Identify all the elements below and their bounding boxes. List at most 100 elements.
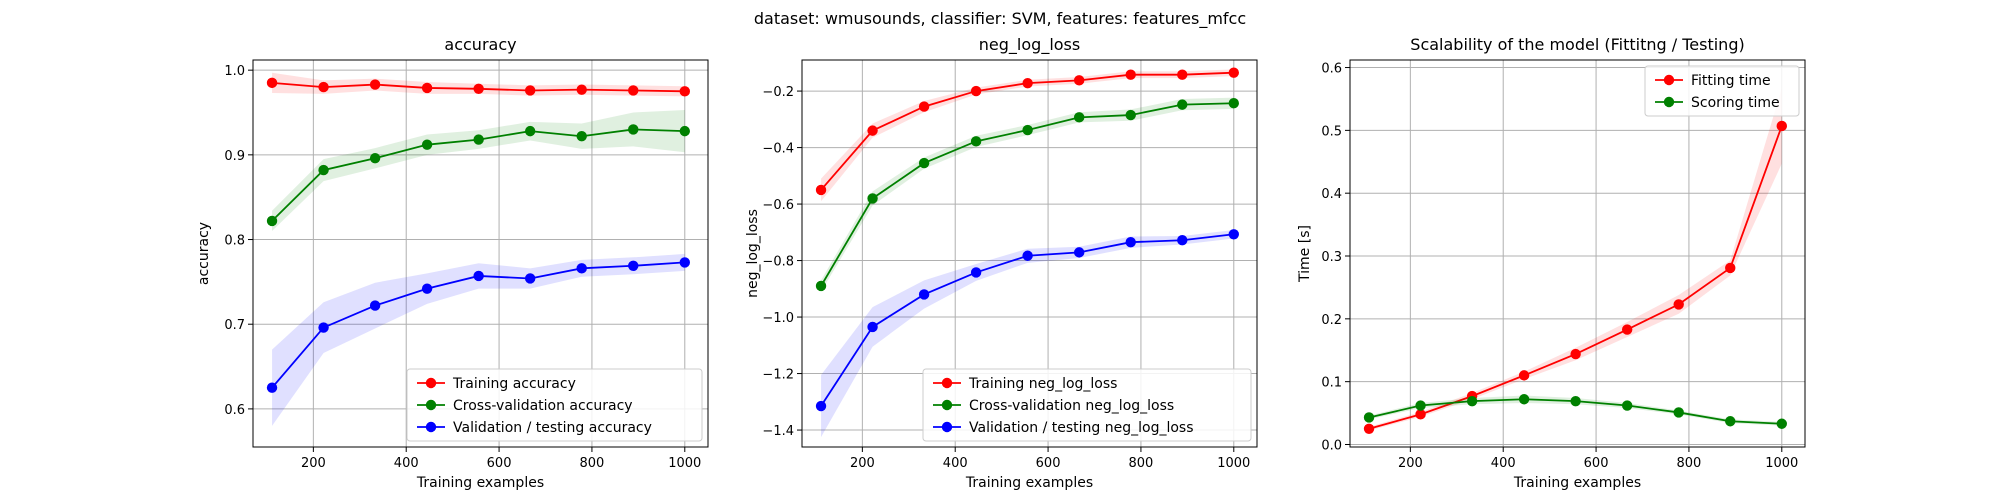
chart-panel-3: 200 400 600 800 1000 0.0 0.1 0.2 0.3 0.4 0.5 0.6 Tra… xyxy=(1297,35,1806,491)
legend-marker xyxy=(1663,96,1675,108)
data-point xyxy=(266,215,278,227)
y-tick-label: 0.1 xyxy=(1321,376,1342,391)
data-point xyxy=(473,134,484,145)
data-point xyxy=(524,85,536,96)
data-point xyxy=(1022,77,1033,89)
data-point xyxy=(1228,67,1239,78)
data-point xyxy=(1125,237,1136,248)
data-point xyxy=(679,257,690,268)
data-point xyxy=(1725,416,1736,427)
data-point xyxy=(1673,407,1684,418)
data-point xyxy=(1073,112,1085,123)
legend-label: Training neg_log_loss xyxy=(968,376,1117,392)
legend-marker xyxy=(941,377,953,389)
x-tick-label: 200 xyxy=(301,456,326,471)
data-point xyxy=(815,400,827,412)
y-axis-ticks: 0.6 0.7 0.8 0.9 1.0 xyxy=(224,64,253,418)
y-tick-label: 0.3 xyxy=(1321,250,1342,265)
data-point xyxy=(867,125,878,136)
plot-area xyxy=(1350,60,1805,447)
data-point xyxy=(628,260,639,271)
grid xyxy=(1350,60,1805,447)
data-point xyxy=(576,263,587,274)
data-point xyxy=(369,153,381,164)
series-2 xyxy=(815,97,1239,292)
y-tick-label: −0.2 xyxy=(762,85,794,100)
x-axis-label: Training examples xyxy=(416,475,544,491)
y-tick-label: 0.9 xyxy=(224,149,245,164)
x-tick-label: 800 xyxy=(1129,456,1154,471)
y-axis-label: accuracy xyxy=(196,222,212,285)
x-axis-ticks: 200 400 600 800 1000 xyxy=(301,447,701,471)
x-tick-label: 600 xyxy=(1584,456,1609,471)
y-tick-label: 1.0 xyxy=(224,64,245,79)
legend-marker xyxy=(425,377,437,389)
legend-label: Training accuracy xyxy=(452,376,576,392)
data-point xyxy=(1621,400,1633,411)
data-point xyxy=(576,84,587,95)
legend-marker xyxy=(941,399,953,411)
data-point xyxy=(679,125,690,137)
data-point xyxy=(1570,395,1581,407)
x-tick-label: 400 xyxy=(1491,456,1516,471)
legend: Training accuracy Cross-validation accura… xyxy=(406,368,703,442)
data-point xyxy=(679,86,690,97)
legend-label: Scoring time xyxy=(1691,95,1780,111)
legend-box xyxy=(922,368,1252,442)
data-point xyxy=(266,382,278,393)
x-tick-label: 600 xyxy=(1036,456,1061,471)
x-tick-label: 1000 xyxy=(1765,456,1798,471)
series-2 xyxy=(1363,394,1787,429)
legend-box xyxy=(1644,65,1800,117)
y-tick-label: −1.2 xyxy=(762,368,794,383)
y-tick-label: −0.6 xyxy=(762,198,794,213)
y-tick-label: −1.0 xyxy=(762,311,794,326)
data-point xyxy=(1073,247,1085,258)
y-axis-ticks: 0.0 0.1 0.2 0.3 0.4 0.5 0.6 xyxy=(1321,62,1350,453)
chart-panel-1: 200 400 600 800 1000 0.6 0.7 0.8 0.9 1.0 Training … xyxy=(196,35,709,491)
figure-suptitle: dataset: wmusounds, classifier: SVM, fea… xyxy=(754,9,1246,29)
legend: Fitting time Scoring time xyxy=(1644,65,1800,117)
series-1 xyxy=(815,67,1239,202)
data-point xyxy=(1228,229,1239,240)
series-3 xyxy=(815,229,1239,438)
legend-item: Fitting time xyxy=(1655,73,1771,89)
data-point xyxy=(1776,418,1787,429)
panel-title: neg_log_loss xyxy=(979,35,1080,55)
data-point xyxy=(1415,400,1426,411)
data-point xyxy=(918,101,930,112)
data-point xyxy=(1125,109,1136,121)
data-point xyxy=(473,270,484,282)
data-point xyxy=(815,184,827,196)
data-point xyxy=(318,322,329,333)
legend-item: Training accuracy xyxy=(417,376,576,392)
legend-label: Fitting time xyxy=(1691,73,1771,89)
legend-label: Cross-validation neg_log_loss xyxy=(969,398,1174,414)
data-point xyxy=(918,157,930,169)
legend-label: Validation / testing accuracy xyxy=(453,420,652,436)
y-axis-label: Time [s] xyxy=(1297,225,1313,283)
x-axis-ticks: 200 400 600 800 1000 xyxy=(1398,447,1798,471)
data-point xyxy=(1776,120,1787,132)
data-point xyxy=(815,280,827,292)
chart-panel-2: 200 400 600 800 1000 −1.4 −1.2 −1.0 −0.8 −0.6 −0.4… xyxy=(745,35,1258,491)
data-point xyxy=(918,289,930,300)
data-point xyxy=(318,81,329,93)
data-point xyxy=(1363,412,1375,423)
x-tick-label: 1000 xyxy=(668,456,701,471)
axes-frame xyxy=(1349,59,1806,448)
legend-label: Validation / testing neg_log_loss xyxy=(969,420,1194,436)
data-point xyxy=(524,273,536,284)
panel-title: Scalability of the model (Fittitng / Tes… xyxy=(1410,35,1744,54)
legend-marker xyxy=(1663,74,1675,86)
legend-label: Cross-validation accuracy xyxy=(453,398,633,414)
legend-item: Training neg_log_loss xyxy=(933,376,1117,392)
y-tick-label: 0.2 xyxy=(1321,313,1342,328)
legend-item: Validation / testing accuracy xyxy=(417,420,652,436)
data-point xyxy=(1621,324,1633,335)
legend-item: Cross-validation accuracy xyxy=(417,398,633,414)
x-tick-label: 400 xyxy=(943,456,968,471)
data-point xyxy=(628,124,639,135)
data-point xyxy=(1073,75,1085,86)
